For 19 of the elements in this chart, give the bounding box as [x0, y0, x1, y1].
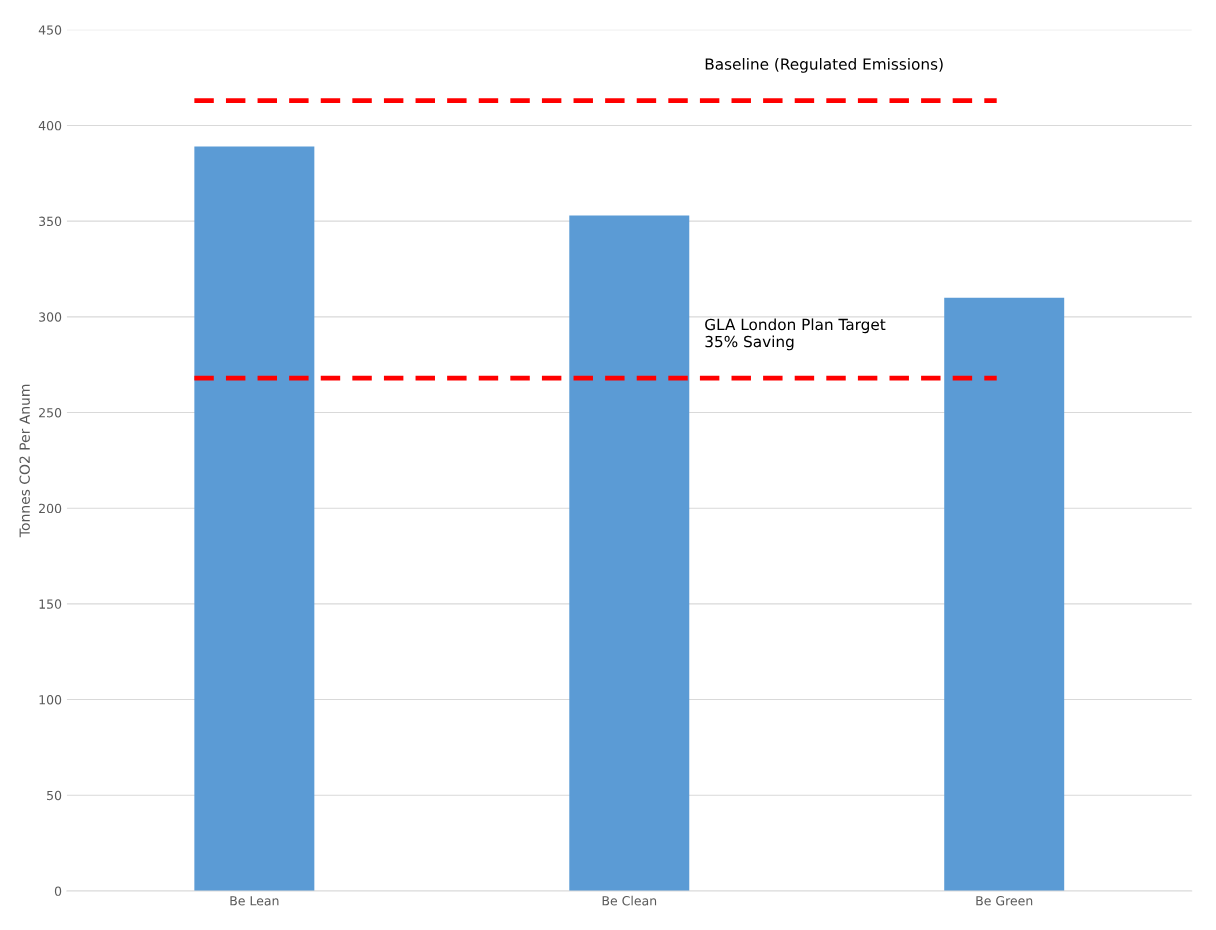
y-tick-label: 450: [38, 25, 62, 35]
ref-line-label: GLA London Plan Target 35% Saving: [705, 318, 886, 351]
bar: [194, 146, 315, 891]
y-tick-label: 0: [54, 886, 62, 896]
bar: [944, 297, 1065, 891]
y-tick-label: 400: [38, 120, 62, 131]
bar: [569, 215, 690, 891]
x-tick-label: Be Green: [976, 896, 1033, 906]
x-tick-label: Be Clean: [602, 895, 657, 906]
y-tick-label: 200: [39, 503, 62, 514]
y-tick-label: 150: [39, 599, 62, 609]
y-tick-label: 250: [39, 407, 62, 418]
ref-line-label: Baseline (Regulated Emissions): [705, 58, 943, 73]
y-axis-title: Tonnes CO2 Per Anum: [19, 384, 30, 538]
y-tick-label: 100: [39, 695, 62, 705]
y-tick-label: 300: [39, 312, 62, 322]
y-tick-label: 50: [47, 790, 62, 801]
x-tick-label: Be Lean: [230, 896, 279, 906]
y-tick-label: 350: [39, 216, 62, 227]
